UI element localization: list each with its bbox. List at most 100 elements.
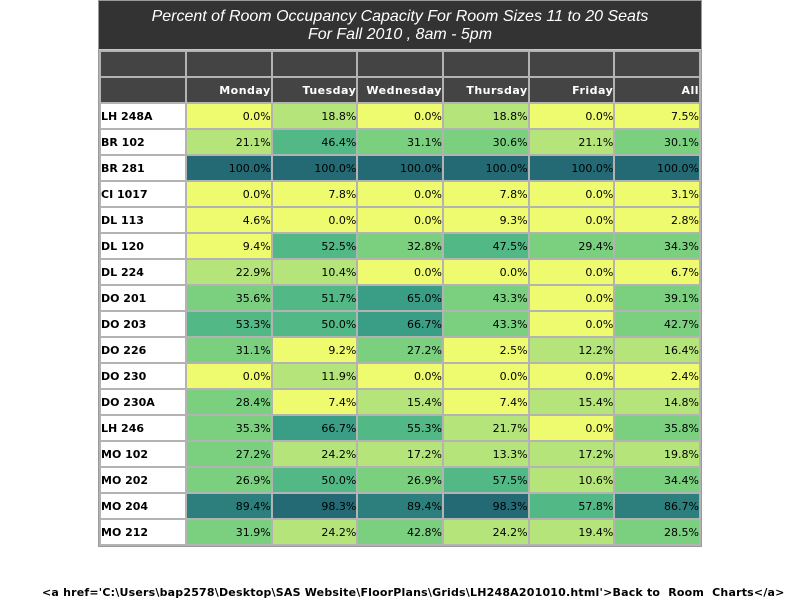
heat-cell: 19.4%	[529, 520, 614, 544]
heat-cell: 14.8%	[615, 390, 699, 414]
heat-cell: 15.4%	[529, 390, 614, 414]
heat-cell: 30.1%	[615, 130, 699, 154]
heat-cell: 57.5%	[443, 468, 528, 492]
heat-cell: 26.9%	[358, 468, 442, 492]
heat-cell: 47.5%	[443, 234, 528, 258]
column-header-thursday: Thursday	[443, 78, 528, 102]
heat-cell: 100.0%	[615, 156, 699, 180]
heat-cell: 65.0%	[358, 286, 442, 310]
heat-cell: 7.8%	[272, 182, 357, 206]
heat-cell: 11.9%	[272, 364, 357, 388]
header-spacer-row	[101, 52, 699, 76]
heat-cell: 27.2%	[187, 442, 271, 466]
heat-cell: 10.6%	[529, 468, 614, 492]
spacer-cell	[358, 52, 442, 76]
heat-cell: 15.4%	[358, 390, 442, 414]
heat-cell: 18.8%	[272, 104, 357, 128]
heat-cell: 24.2%	[272, 520, 357, 544]
heat-cell: 0.0%	[529, 286, 614, 310]
heat-cell: 0.0%	[358, 208, 442, 232]
spacer-cell	[101, 52, 185, 76]
spacer-cell	[187, 52, 271, 76]
heat-cell: 0.0%	[529, 416, 614, 440]
heat-cell: 12.2%	[529, 338, 614, 362]
heat-cell: 57.8%	[529, 494, 614, 518]
heat-cell: 0.0%	[529, 182, 614, 206]
heatmap-body: LH 248A 0.0% 18.8% 0.0% 18.8% 0.0% 7.5% BR 102 2…	[101, 104, 699, 544]
corner-header-cell	[101, 78, 185, 102]
heat-cell: 0.0%	[358, 260, 442, 284]
heat-cell: 0.0%	[529, 104, 614, 128]
heat-cell: 0.0%	[529, 208, 614, 232]
heat-cell: 0.0%	[443, 364, 528, 388]
spacer-cell	[443, 52, 528, 76]
heat-cell: 0.0%	[272, 208, 357, 232]
heat-cell: 13.3%	[443, 442, 528, 466]
heat-cell: 43.3%	[443, 312, 528, 336]
heat-cell: 100.0%	[443, 156, 528, 180]
heat-cell: 89.4%	[187, 494, 271, 518]
heat-cell: 9.2%	[272, 338, 357, 362]
table-row: DL 113 4.6% 0.0% 0.0% 9.3% 0.0% 2.8%	[101, 208, 699, 232]
heat-cell: 2.4%	[615, 364, 699, 388]
room-label: DO 201	[101, 286, 185, 310]
heat-cell: 89.4%	[358, 494, 442, 518]
heat-cell: 28.5%	[615, 520, 699, 544]
heat-cell: 9.4%	[187, 234, 271, 258]
room-label: DL 113	[101, 208, 185, 232]
heat-cell: 98.3%	[443, 494, 528, 518]
heat-cell: 7.8%	[443, 182, 528, 206]
heat-cell: 10.4%	[272, 260, 357, 284]
heat-cell: 39.1%	[615, 286, 699, 310]
heat-cell: 31.1%	[358, 130, 442, 154]
heat-cell: 21.7%	[443, 416, 528, 440]
spacer-cell	[615, 52, 699, 76]
room-label: DO 230A	[101, 390, 185, 414]
table-row: MO 212 31.9% 24.2% 42.8% 24.2% 19.4% 28.5%	[101, 520, 699, 544]
back-to-room-charts-link[interactable]: <a href='C:\Users\bap2578\Desktop\SAS We…	[42, 586, 785, 599]
heat-cell: 24.2%	[272, 442, 357, 466]
heat-cell: 24.2%	[443, 520, 528, 544]
heat-cell: 32.8%	[358, 234, 442, 258]
heat-cell: 3.1%	[615, 182, 699, 206]
room-label: BR 281	[101, 156, 185, 180]
heat-cell: 21.1%	[529, 130, 614, 154]
room-label: BR 102	[101, 130, 185, 154]
heat-cell: 98.3%	[272, 494, 357, 518]
column-header-row: Monday Tuesday Wednesday Thursday Friday…	[101, 78, 699, 102]
heat-cell: 27.2%	[358, 338, 442, 362]
heat-cell: 28.4%	[187, 390, 271, 414]
room-label: DL 224	[101, 260, 185, 284]
table-row: DO 226 31.1% 9.2% 27.2% 2.5% 12.2% 16.4%	[101, 338, 699, 362]
column-header-all: All	[615, 78, 699, 102]
room-label: LH 248A	[101, 104, 185, 128]
heat-cell: 31.1%	[187, 338, 271, 362]
heat-cell: 35.6%	[187, 286, 271, 310]
column-header-monday: Monday	[187, 78, 271, 102]
room-label: DO 203	[101, 312, 185, 336]
room-label: MO 102	[101, 442, 185, 466]
room-label: DL 120	[101, 234, 185, 258]
heat-cell: 6.7%	[615, 260, 699, 284]
table-row: CI 1017 0.0% 7.8% 0.0% 7.8% 0.0% 3.1%	[101, 182, 699, 206]
heat-cell: 35.3%	[187, 416, 271, 440]
heat-cell: 50.0%	[272, 312, 357, 336]
table-row: DL 224 22.9% 10.4% 0.0% 0.0% 0.0% 6.7%	[101, 260, 699, 284]
table-row: MO 202 26.9% 50.0% 26.9% 57.5% 10.6% 34.4%	[101, 468, 699, 492]
heat-cell: 7.4%	[443, 390, 528, 414]
heat-cell: 0.0%	[443, 260, 528, 284]
heat-cell: 22.9%	[187, 260, 271, 284]
heat-cell: 4.6%	[187, 208, 271, 232]
heat-cell: 2.8%	[615, 208, 699, 232]
table-row: DO 201 35.6% 51.7% 65.0% 43.3% 0.0% 39.1%	[101, 286, 699, 310]
table-row: BR 281 100.0% 100.0% 100.0% 100.0% 100.0% 100.…	[101, 156, 699, 180]
spacer-cell	[272, 52, 357, 76]
table-row: BR 102 21.1% 46.4% 31.1% 30.6% 21.1% 30.1%	[101, 130, 699, 154]
heat-cell: 100.0%	[358, 156, 442, 180]
room-label: DO 230	[101, 364, 185, 388]
heat-cell: 35.8%	[615, 416, 699, 440]
heat-cell: 42.8%	[358, 520, 442, 544]
heat-cell: 9.3%	[443, 208, 528, 232]
heat-cell: 2.5%	[443, 338, 528, 362]
heat-cell: 52.5%	[272, 234, 357, 258]
